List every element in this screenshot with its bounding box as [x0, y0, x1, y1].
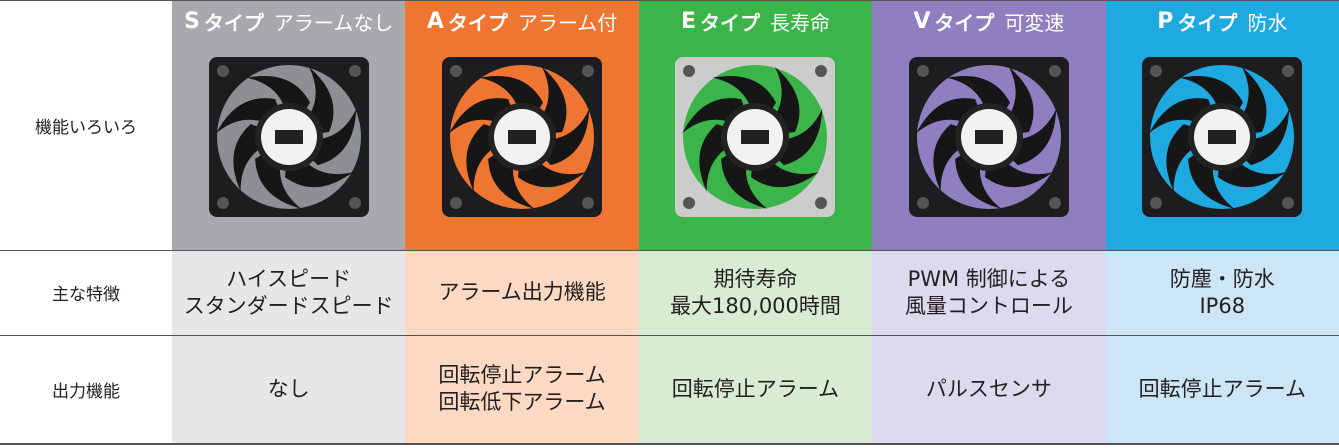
fan-image [908, 57, 1069, 217]
row-label-text: 機能いろいろ [35, 117, 137, 138]
type-name: 長寿命 [770, 10, 830, 35]
type-word: タイプ [447, 10, 508, 35]
output-line: なし [267, 376, 310, 401]
rule [0, 250, 1339, 251]
type-header: A タイプ アラーム付 [427, 6, 617, 36]
rule [0, 443, 1339, 445]
features-line: 最大180,000時間 [670, 293, 841, 318]
type-cell: S タイプ アラームなし [172, 0, 406, 250]
type-header: V タイプ 可変速 [913, 6, 1064, 36]
output-line: 回転停止アラーム [1138, 376, 1306, 401]
type-letter: E [680, 8, 696, 34]
features-line: IP68 [1199, 293, 1246, 318]
fan-image [208, 57, 369, 217]
row-label-text: 出力機能 [52, 381, 120, 402]
rule [0, 335, 1339, 336]
output-cell: 回転停止アラーム 回転低下アラーム [405, 335, 639, 443]
output-cell: なし [172, 335, 406, 443]
type-letter: A [426, 8, 444, 34]
type-word: タイプ [203, 10, 264, 35]
features-line: ハイスピード [226, 266, 352, 291]
type-cell: V タイプ 可変速 [872, 0, 1106, 250]
features-line: 防塵・防水 [1169, 266, 1275, 291]
fan-image [1142, 57, 1303, 217]
features-cell: 防塵・防水 IP68 [1105, 250, 1339, 335]
row-label-text: 主な特徴 [52, 285, 120, 305]
type-header: P タイプ 防水 [1157, 6, 1287, 36]
features-cell: ハイスピード スタンダードスピード [172, 250, 406, 335]
features-cell: アラーム出力機能 [405, 250, 639, 335]
features-line: 期待寿命 [713, 266, 798, 291]
type-name: 防水 [1247, 10, 1288, 35]
output-cell: 回転停止アラーム [1105, 335, 1339, 443]
type-header: E タイプ 長寿命 [681, 6, 830, 36]
row-label: 出力機能 [0, 335, 172, 443]
fan-image [675, 57, 836, 217]
type-word: タイプ [934, 10, 995, 35]
features-cell: PWM 制御による 風量コントロール [872, 250, 1106, 335]
features-line: スタンダードスピード [183, 293, 394, 318]
row-label: 主な特徴 [0, 250, 172, 335]
output-line: パルスセンサ [925, 376, 1052, 401]
features-line: 風量コントロール [904, 293, 1073, 318]
type-cell: E タイプ 長寿命 [638, 0, 873, 250]
features-cell: 期待寿命 最大180,000時間 [638, 250, 873, 335]
type-cell: A タイプ アラーム付 [405, 0, 639, 250]
fan-image [442, 57, 603, 217]
type-letter: V [913, 8, 931, 34]
row-label: 機能いろいろ [0, 0, 172, 250]
output-cell: 回転停止アラーム [638, 335, 873, 443]
output-line: 回転停止アラーム [438, 363, 606, 387]
output-cell: パルスセンサ [872, 335, 1106, 443]
type-name: アラームなし [273, 10, 394, 35]
output-line: 回転低下アラーム [438, 390, 606, 414]
features-line: アラーム出力機能 [438, 280, 606, 304]
type-word: タイプ [700, 10, 760, 35]
features-line: PWM 制御による [907, 266, 1071, 291]
type-word: タイプ [1177, 10, 1238, 35]
type-letter: S [184, 8, 200, 34]
type-name: 可変速 [1004, 10, 1065, 35]
type-name: アラーム付 [517, 10, 618, 35]
rule [0, 0, 1339, 1]
type-cell: P タイプ 防水 [1105, 0, 1339, 250]
type-header: S タイプ アラームなし [184, 6, 393, 36]
type-letter: P [1157, 8, 1174, 34]
output-line: 回転停止アラーム [671, 376, 840, 401]
